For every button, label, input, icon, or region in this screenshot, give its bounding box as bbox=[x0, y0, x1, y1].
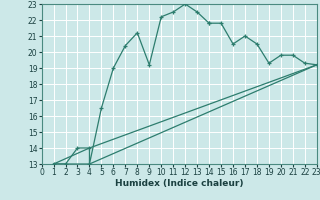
X-axis label: Humidex (Indice chaleur): Humidex (Indice chaleur) bbox=[115, 179, 244, 188]
